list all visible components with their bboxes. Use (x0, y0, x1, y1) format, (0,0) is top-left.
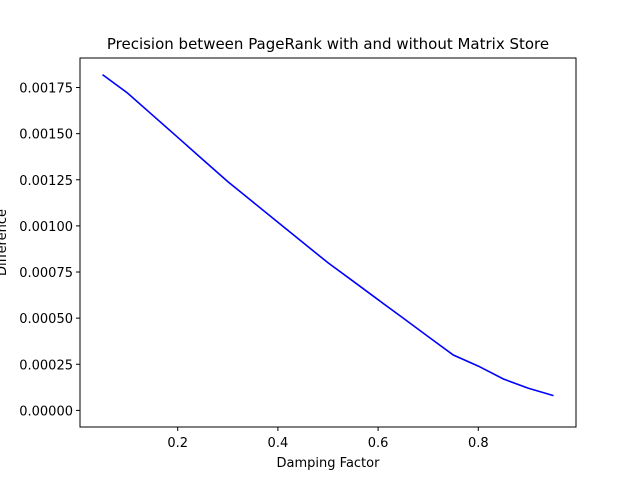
plot-area-frame (79, 57, 577, 428)
series-line (102, 73, 554, 397)
y-tick-label: 0.00050 (19, 312, 73, 327)
x-tick-label: 0.2 (167, 436, 188, 451)
y-tick-label: 0.00100 (19, 220, 73, 235)
y-tick-label: 0.00125 (19, 174, 73, 189)
y-tick-label: 0.00175 (19, 82, 73, 97)
x-axis-title: Damping Factor (277, 456, 381, 471)
y-tick-label: 0.00150 (19, 128, 73, 143)
x-tick-label: 0.6 (368, 436, 389, 451)
series-layer (102, 73, 554, 397)
x-axis: 0.2 0.4 0.6 0.8 (167, 427, 489, 451)
y-axis: 0.00000 0.00025 0.00050 0.00075 0.00100 0.001… (19, 82, 80, 419)
chart-title: Precision between PageRank with and with… (107, 35, 549, 53)
x-tick-label: 0.8 (468, 436, 489, 451)
y-axis-title: Difference (0, 209, 10, 276)
y-tick-label: 0.00000 (19, 404, 73, 419)
y-tick-label: 0.00075 (19, 266, 73, 281)
y-tick-label: 0.00025 (19, 358, 73, 373)
x-tick-label: 0.4 (268, 436, 289, 451)
